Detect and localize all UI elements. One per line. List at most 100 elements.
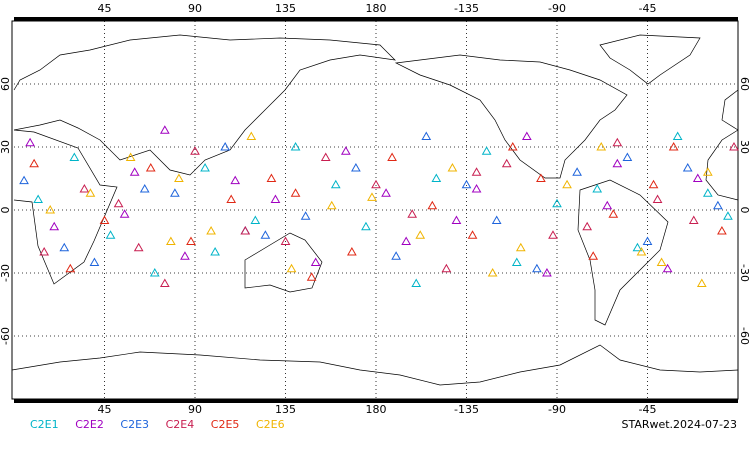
triangle-point xyxy=(471,183,482,193)
triangle-point xyxy=(351,162,361,172)
x-tick-label: 45 xyxy=(98,2,112,15)
triangle-point xyxy=(596,141,607,151)
triangle-point xyxy=(682,162,693,172)
triangle-point xyxy=(702,167,713,176)
triangle-point xyxy=(652,194,663,203)
triangle-point xyxy=(515,242,526,252)
triangle-point xyxy=(381,188,391,197)
triangle-point xyxy=(45,204,56,214)
triangle-point xyxy=(125,152,136,161)
africa xyxy=(13,129,118,285)
triangle-point xyxy=(729,141,739,151)
y-tick-label: 30 xyxy=(0,140,12,154)
triangle-point xyxy=(19,175,29,185)
triangle-point xyxy=(69,152,80,161)
triangle-point xyxy=(713,200,723,210)
series-points xyxy=(33,131,733,287)
triangle-point xyxy=(668,141,679,151)
triangle-point xyxy=(582,221,593,231)
x-tick-label: -45 xyxy=(639,403,657,416)
x-tick-label: 135 xyxy=(275,403,296,416)
triangle-point xyxy=(702,188,713,197)
triangle-point xyxy=(326,200,337,210)
triangle-point xyxy=(723,211,733,220)
y-tick-label: -30 xyxy=(0,264,12,282)
x-tick-label: 45 xyxy=(98,403,112,416)
y-tick-label: 0 xyxy=(0,207,12,214)
triangle-point xyxy=(411,278,422,287)
triangle-point xyxy=(656,257,667,266)
triangle-point xyxy=(290,188,301,197)
triangle-point xyxy=(29,158,39,168)
y-tick-label: 30 xyxy=(738,140,750,154)
south-america xyxy=(577,179,669,326)
eurasia xyxy=(13,34,396,176)
triangle-point xyxy=(149,267,160,277)
triangle-point xyxy=(672,131,683,140)
legend-entry: C2E1 xyxy=(30,418,59,431)
triangle-point xyxy=(648,179,659,189)
legend-entry: C2E5 xyxy=(211,418,240,431)
legend-entry: C2E6 xyxy=(256,418,285,431)
triangle-point xyxy=(636,246,647,256)
triangle-point xyxy=(562,179,572,189)
triangle-point xyxy=(421,131,432,140)
triangle-point xyxy=(320,152,331,161)
triangle-point xyxy=(99,215,110,224)
series-points xyxy=(19,131,723,273)
x-tick-label: -90 xyxy=(548,403,566,416)
triangle-point xyxy=(174,173,184,182)
triangle-point xyxy=(170,188,180,197)
triangle-point xyxy=(85,188,96,197)
triangle-point xyxy=(49,221,60,231)
triangle-point xyxy=(552,198,562,208)
triangle-point xyxy=(608,209,619,218)
triangle-point xyxy=(431,173,442,182)
triangle-point xyxy=(612,137,623,147)
triangle-point xyxy=(25,137,35,147)
triangle-point xyxy=(210,246,220,256)
triangle-point xyxy=(250,215,261,224)
triangle-point xyxy=(602,200,613,210)
triangle-point xyxy=(240,225,251,235)
triangle-point xyxy=(270,194,281,203)
triangle-point xyxy=(662,263,673,273)
triangle-point xyxy=(532,263,542,273)
triangle-point xyxy=(330,179,341,189)
y-tick-label: 60 xyxy=(0,77,12,91)
triangle-point xyxy=(491,215,502,224)
triangle-point xyxy=(139,183,150,193)
triangle-point xyxy=(145,162,156,172)
triangle-point xyxy=(79,183,90,193)
triangle-point xyxy=(361,221,371,231)
greenland xyxy=(599,34,701,85)
triangle-point xyxy=(467,230,478,239)
triangle-point xyxy=(200,162,210,172)
x-tick-label: 90 xyxy=(188,403,202,416)
x-tick-label: 90 xyxy=(188,2,202,15)
europe-west xyxy=(721,89,739,131)
triangle-point xyxy=(696,278,707,287)
triangle-point xyxy=(133,242,144,252)
legend-entry: C2E2 xyxy=(75,418,104,431)
triangle-point xyxy=(240,225,251,235)
triangle-point xyxy=(415,230,426,239)
bottom-border xyxy=(14,399,738,403)
triangle-point xyxy=(206,225,216,235)
triangle-point xyxy=(300,211,311,220)
triangle-point xyxy=(501,158,512,168)
antarctica xyxy=(11,344,739,386)
triangle-point xyxy=(159,125,170,134)
triangle-point xyxy=(89,257,100,266)
y-tick-label: 0 xyxy=(738,207,750,214)
series-points xyxy=(45,131,713,287)
legend-entry: C2E4 xyxy=(166,418,195,431)
triangle-point xyxy=(507,141,518,151)
north-america xyxy=(394,54,628,179)
triangle-point xyxy=(487,267,498,277)
x-tick-label: -135 xyxy=(454,2,479,15)
triangle-point xyxy=(642,236,653,245)
triangle-point xyxy=(186,236,196,245)
triangle-point xyxy=(119,209,130,218)
triangle-point xyxy=(441,263,452,273)
